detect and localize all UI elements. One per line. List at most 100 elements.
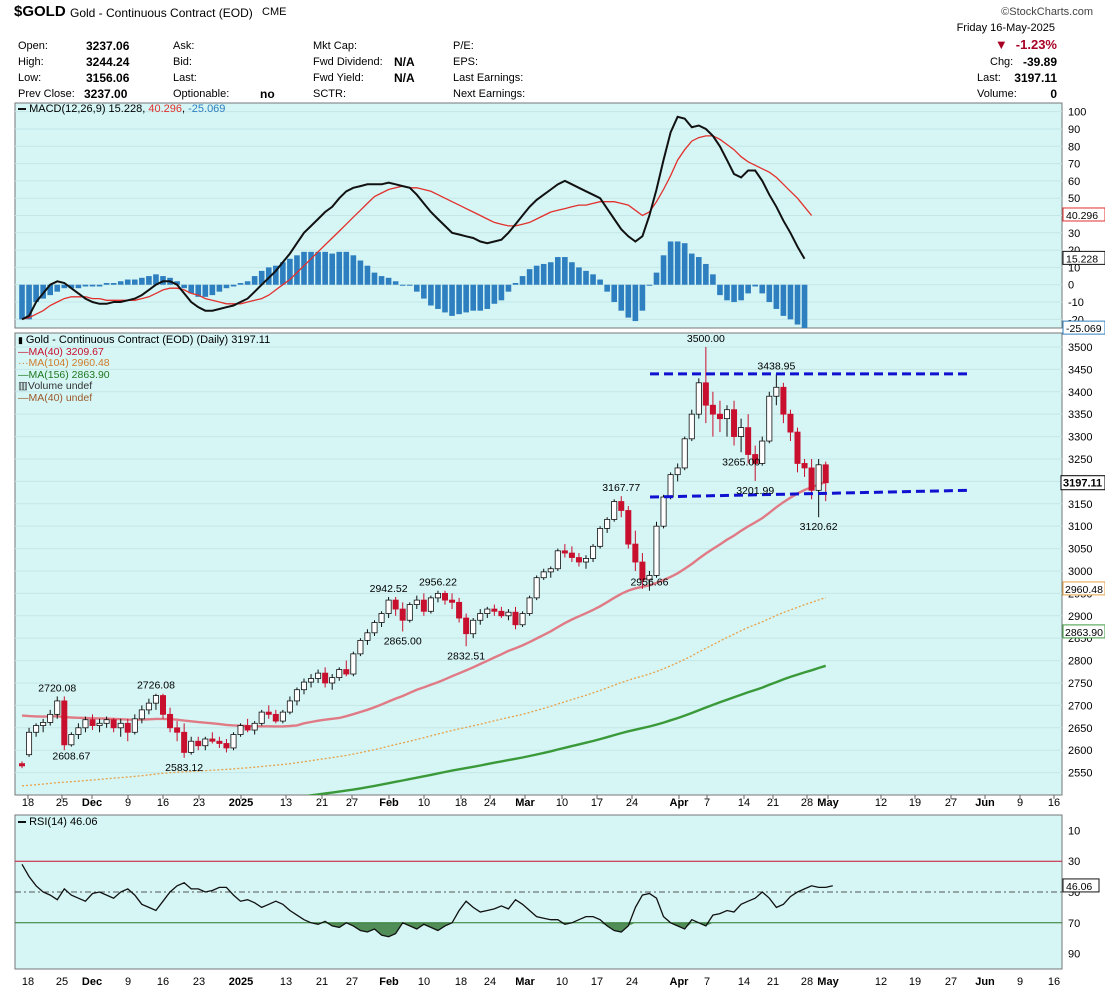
macd-histogram-bar (273, 265, 279, 285)
quote-date: Friday 16-May-2025 (956, 22, 1055, 34)
macd-histogram-bar (244, 281, 251, 285)
candle-body (286, 700, 293, 713)
x-tick-label: 10 (418, 976, 430, 988)
optionable-label: Optionable: (173, 88, 230, 100)
macd-histogram-bar (181, 284, 187, 289)
candle-body (392, 599, 399, 610)
candle-body (251, 722, 258, 731)
macd-histogram-bar (96, 284, 103, 287)
x-tick-label: 28 (801, 976, 813, 988)
candle-body (745, 427, 752, 455)
macd-histogram-bar (519, 276, 526, 285)
price-annotation: 3120.62 (800, 521, 838, 533)
candle-body (738, 427, 745, 437)
x-tick-label: Jun (975, 797, 995, 809)
rsi-tick-label: 70 (1068, 918, 1080, 930)
ma-end-tag-box (1062, 581, 1105, 596)
fwd-dividend-value: N/A (394, 55, 415, 69)
x-tick-label: 27 (346, 797, 358, 809)
macd-histogram-bar (68, 284, 75, 289)
x-tick-label: 16 (1048, 976, 1060, 988)
macd-histogram-bar (47, 284, 53, 296)
macd-histogram-bar (75, 284, 82, 289)
x-tick-label: 24 (484, 797, 496, 809)
chg-label: Chg: (990, 56, 1014, 68)
change-pct: -1.23% (1015, 37, 1057, 52)
macd-histogram-bar (681, 243, 688, 285)
symbol: $GOLD (14, 3, 66, 20)
macd-end-tag-text: 15.228 (1066, 253, 1098, 265)
macd-histogram-bar (329, 253, 335, 285)
macd-histogram-bar (195, 284, 202, 297)
macd-label: MACD(12,26,9) (29, 103, 106, 115)
macd-histogram-bar (604, 284, 610, 292)
macd-histogram-bar (322, 251, 328, 285)
low-label: Low: (18, 72, 42, 84)
open-label: Open: (18, 40, 48, 52)
macd-histogram-bar (512, 283, 519, 285)
macd-tick-label: 30 (1068, 228, 1080, 240)
macd-tick-label: 100 (1068, 107, 1086, 119)
macd-tick-label: 10 (1068, 262, 1080, 274)
macd-histogram-bar (315, 251, 321, 285)
candle-body (343, 669, 350, 675)
macd-histogram-bar (357, 260, 364, 285)
eps-label: EPS: (453, 56, 479, 68)
macd-end-tag-text: 40.296 (1066, 210, 1098, 222)
x-tick-label: 10 (556, 976, 568, 988)
macd-histogram-bar (477, 284, 484, 311)
rsi-end-tag-box (1062, 878, 1100, 893)
macd-histogram-bar (491, 284, 498, 304)
candle-body (773, 386, 780, 397)
candle-body (801, 463, 808, 469)
candle-body (145, 702, 152, 711)
candle-body (26, 731, 33, 756)
fwd-yield-value: N/A (394, 71, 415, 85)
candle-body (695, 382, 702, 415)
price-annotation: 2583.12 (165, 762, 203, 774)
x-tick-label: 21 (316, 797, 328, 809)
candle-body (639, 561, 646, 581)
macd-histogram-bar (696, 257, 702, 285)
candle-body (484, 608, 491, 614)
macd-histogram-bar (470, 284, 476, 311)
candle-body (322, 672, 329, 684)
macd-histogram-bar (618, 284, 625, 311)
macd-histogram-bar (533, 265, 540, 285)
macd-end-tag: -25.069 (1062, 320, 1105, 335)
macd-histogram-bar (216, 284, 223, 292)
macd-end-tag: 40.296 (1062, 207, 1105, 222)
candle-body (716, 413, 723, 420)
x-tick-label: 24 (626, 976, 638, 988)
ma156-legend: —MA(156) 2863.90 (18, 368, 110, 381)
x-tick-label: Apr (670, 976, 690, 988)
macd-histogram-bar (745, 284, 751, 294)
macd-histogram-bar (251, 276, 258, 285)
macd-histogram-bar (611, 284, 617, 303)
macd-histogram-bar (230, 284, 237, 287)
candle-body (61, 700, 68, 746)
candle-body (583, 558, 590, 563)
ma-end-tag-text: 2863.90 (1065, 627, 1103, 639)
x-tick-label: 27 (346, 976, 358, 988)
candle-body (632, 543, 639, 563)
x-tick-label: 9 (1017, 797, 1023, 809)
x-tick-label: Dec (82, 976, 102, 988)
x-tick-label: 10 (418, 797, 430, 809)
x-tick-label: 14 (738, 976, 750, 988)
candle-body (308, 678, 315, 683)
candle-body (131, 718, 138, 733)
candle-body (519, 613, 526, 626)
candle-icon: ▮ (18, 335, 23, 345)
macd-histogram-bar (19, 284, 25, 320)
x-tick-label: 2025 (229, 797, 253, 809)
candle-body (378, 613, 385, 623)
macd-histogram-bar (265, 267, 272, 285)
candle-body (611, 501, 618, 520)
x-tick-label: Dec (82, 797, 102, 809)
price-tick-label: 3300 (1068, 432, 1092, 444)
volume-legend: ▥Volume undef (18, 380, 93, 392)
candle-body (350, 653, 357, 675)
macd-end-tag: 15.228 (1062, 250, 1105, 265)
macd-histogram-bar (597, 279, 603, 285)
